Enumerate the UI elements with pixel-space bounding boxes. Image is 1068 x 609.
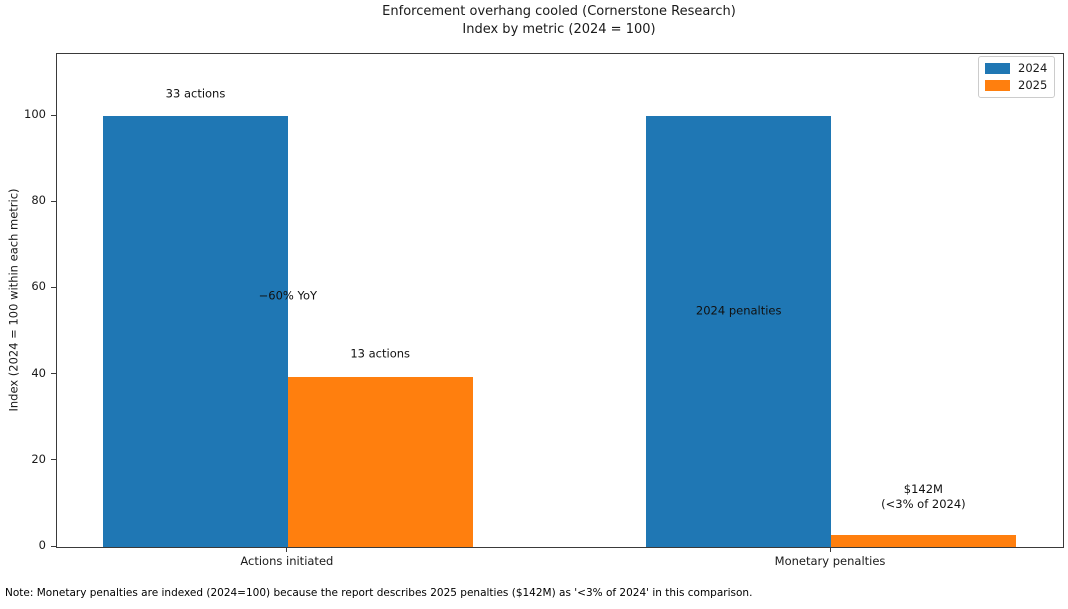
y-tick-label: 40 (31, 365, 46, 380)
footnote: Note: Monetary penalties are indexed (20… (5, 587, 753, 599)
legend-entry-2024: 2024 (985, 62, 1047, 75)
y-tick-mark (51, 373, 56, 375)
y-tick-mark (51, 200, 56, 202)
y-tick-label: 20 (31, 451, 46, 466)
chart-title: Enforcement overhang cooled (Cornerstone… (382, 4, 736, 19)
annotation-4: $142M (<3% of 2024) (881, 481, 966, 511)
y-tick-mark (51, 459, 56, 461)
annotation-3: 2024 penalties (695, 303, 782, 318)
bar-2025-0 (287, 377, 473, 547)
annotation-2: 13 actions (350, 346, 411, 361)
legend-label: 2024 (1018, 61, 1048, 75)
x-tick-label: Actions initiated (240, 554, 334, 568)
y-tick-label: 80 (31, 193, 46, 208)
x-tick-mark (829, 547, 831, 552)
chart-title-block: Enforcement overhang cooled (Cornerstone… (56, 3, 1062, 39)
y-tick-mark (51, 545, 56, 547)
y-tick-mark (51, 286, 56, 288)
y-tick-label: 0 (38, 538, 46, 552)
y-tick-mark (51, 114, 56, 116)
bar-2024-0 (103, 116, 288, 547)
annotation-1: −60% YoY (258, 288, 318, 303)
legend: 2024 2025 (978, 56, 1055, 98)
bar-2025-1 (831, 534, 1016, 547)
chart-subtitle: Index by metric (2024 = 100) (462, 22, 656, 37)
y-tick-label: 100 (24, 107, 46, 122)
plot-area: 33 actions −60% YoY 13 actions 2024 penalti… (56, 53, 1064, 548)
y-tick-label: 60 (31, 279, 46, 294)
legend-swatch-icon (985, 63, 1010, 74)
legend-swatch-icon (985, 80, 1010, 91)
annotation-0: 33 actions (165, 86, 226, 101)
x-tick-label: Monetary penalties (774, 554, 886, 568)
bar-2024-1 (646, 116, 832, 547)
y-axis-label-wrap: Index (2024 = 100 within each metric) (2, 53, 26, 546)
legend-label: 2025 (1018, 78, 1048, 92)
x-tick-mark (286, 547, 288, 552)
legend-entry-2025: 2025 (985, 79, 1047, 92)
